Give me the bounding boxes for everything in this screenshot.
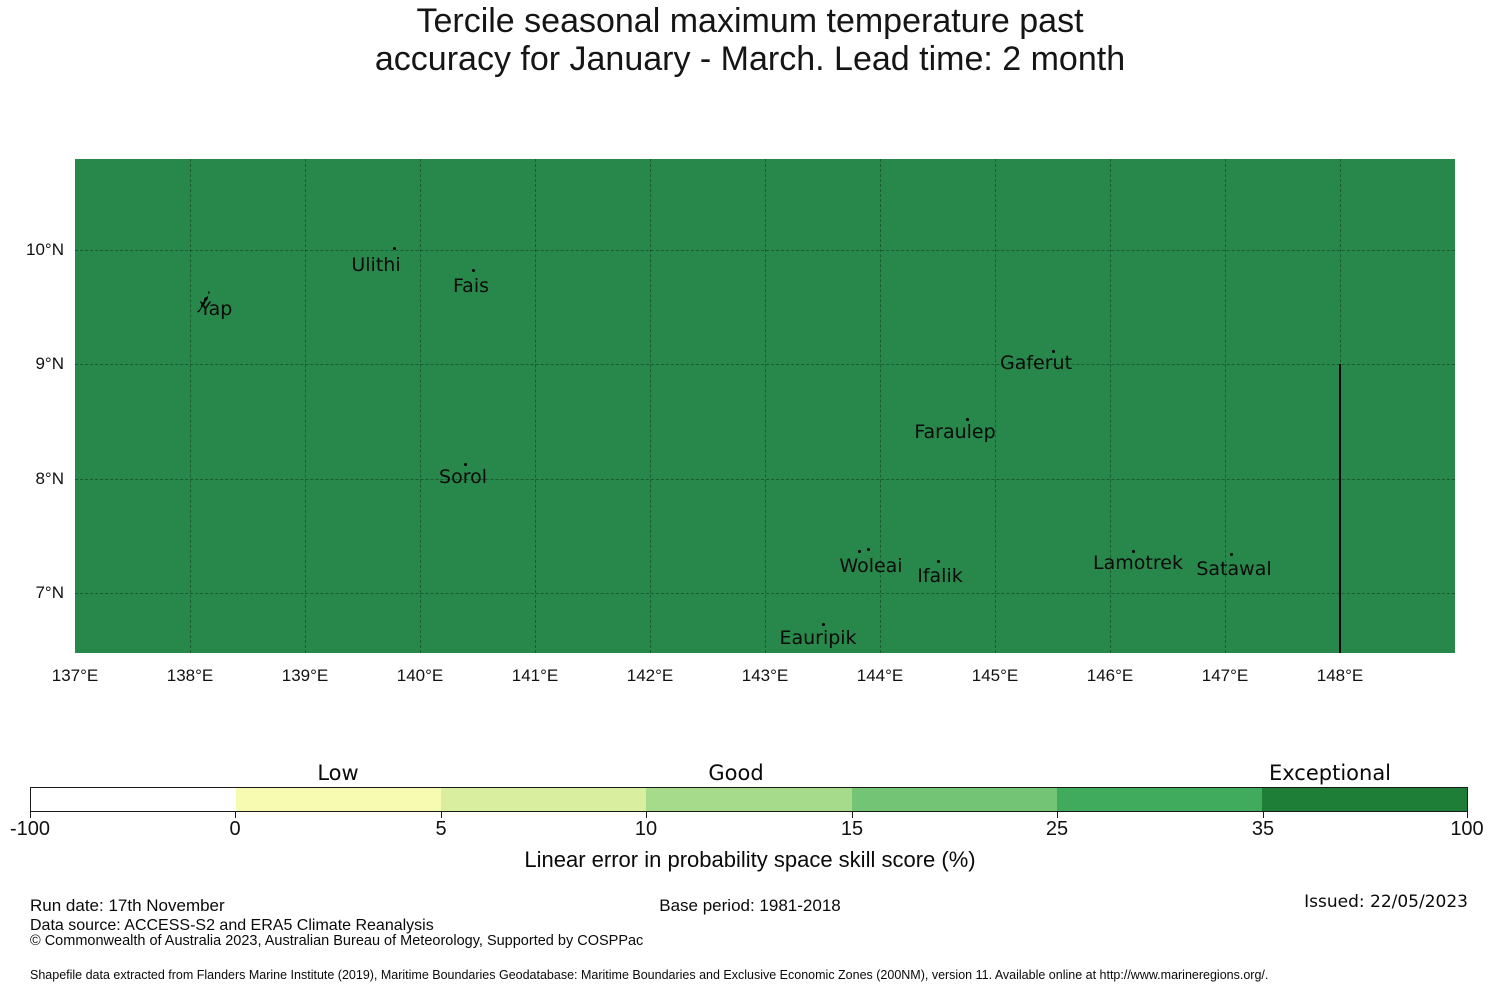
gridline-8n (75, 479, 1455, 480)
x-tick-148e: 148°E (1316, 666, 1364, 685)
colorbar-tick-100: 100 (1450, 818, 1484, 840)
gridline-146e (1110, 159, 1111, 653)
gridline-147e (1225, 159, 1226, 653)
island-label-satawal: Satawal (1196, 558, 1272, 580)
gridline-9n (75, 364, 1455, 365)
gridline-10n (75, 250, 1455, 251)
gridline-141e (535, 159, 536, 653)
colorbar-segment-5 (851, 788, 1057, 811)
lamotrek-marker (1132, 550, 1135, 553)
colorbar-tick--100: -100 (9, 818, 51, 840)
colorbar-segment-2 (236, 788, 442, 811)
issued-date-text: Issued: 22/05/2023 (1304, 892, 1468, 912)
gridline-142e (650, 159, 651, 653)
colorbar-tickmark (646, 812, 647, 818)
page-title: Tercile seasonal maximum temperature pas… (0, 2, 1500, 78)
fais-marker (472, 269, 475, 272)
gridline-139e (305, 159, 306, 653)
island-label-faraulep: Faraulep (914, 421, 996, 443)
y-tick-7n: 7°N (35, 583, 64, 602)
colorbar-tickmark (1263, 812, 1264, 818)
colorbar-tickmark (1467, 812, 1468, 818)
colorbar-segment-1 (31, 788, 237, 811)
x-tick-141e: 141°E (511, 666, 559, 685)
shapefile-attribution-text: Shapefile data extracted from Flanders M… (30, 968, 1269, 982)
gridline-7n (75, 593, 1455, 594)
colorbar-caption: Linear error in probability space skill … (524, 847, 976, 872)
island-label-ifalik: Ifalik (917, 565, 963, 587)
colorbar-tick-15: 15 (840, 818, 864, 840)
colorbar-label-exceptional: Exceptional (1268, 761, 1392, 785)
colorbar-segment-3 (441, 788, 647, 811)
x-tick-140e: 140°E (396, 666, 444, 685)
y-tick-8n: 8°N (35, 469, 64, 488)
woleai-marker-2 (867, 548, 870, 551)
colorbar-tickmark (30, 812, 31, 818)
gridline-140e (420, 159, 421, 653)
colorbar (30, 787, 1468, 812)
eauripik-marker (822, 623, 825, 626)
colorbar-segment-7 (1261, 788, 1467, 811)
y-tick-10n: 10°N (26, 240, 64, 259)
colorbar-label-good: Good (708, 761, 764, 785)
x-tick-138e: 138°E (166, 666, 214, 685)
title-line-1: Tercile seasonal maximum temperature pas… (416, 2, 1084, 40)
island-label-ulithi: Ulithi (351, 254, 401, 276)
gaferut-marker (1052, 350, 1055, 353)
ifalik-marker (937, 560, 940, 563)
x-tick-142e: 142°E (626, 666, 674, 685)
x-tick-145e: 145°E (971, 666, 1019, 685)
x-tick-147e: 147°E (1201, 666, 1249, 685)
colorbar-label-low: Low (317, 761, 359, 785)
x-tick-144e: 144°E (856, 666, 904, 685)
title-line-2: accuracy for January - March. Lead time:… (374, 40, 1126, 78)
island-label-sorol: Sorol (439, 466, 487, 488)
colorbar-tick-35: 35 (1251, 818, 1275, 840)
satawal-marker (1230, 553, 1233, 556)
y-tick-9n: 9°N (35, 354, 64, 373)
colorbar-tick-0: 0 (229, 818, 241, 840)
x-tick-146e: 146°E (1086, 666, 1134, 685)
map-canvas: Yap Ulithi Fais Sorol Gaferut Faraulep W… (75, 159, 1455, 653)
gridline-138e (190, 159, 191, 653)
sorol-marker (464, 463, 467, 466)
x-tick-139e: 139°E (281, 666, 329, 685)
colorbar-tick-25: 25 (1045, 818, 1069, 840)
island-label-fais: Fais (452, 275, 490, 297)
x-tick-137e: 137°E (51, 666, 99, 685)
colorbar-tickmark (235, 812, 236, 818)
colorbar-tickmark (1057, 812, 1058, 818)
faraulep-marker (966, 418, 969, 421)
island-label-woleai: Woleai (839, 555, 903, 577)
island-label-eauripik: Eauripik (779, 627, 857, 649)
island-label-lamotrek: Lamotrek (1093, 552, 1183, 574)
x-tick-143e: 143°E (741, 666, 789, 685)
colorbar-tick-5: 5 (435, 818, 447, 840)
island-label-yap: Yap (199, 298, 233, 320)
colorbar-tickmark (441, 812, 442, 818)
woleai-marker (858, 550, 861, 553)
ulithi-marker (393, 247, 396, 250)
colorbar-segment-6 (1056, 788, 1262, 811)
base-period-text: Base period: 1981-2018 (659, 896, 841, 915)
gridline-144e (880, 159, 881, 653)
copyright-text: © Commonwealth of Australia 2023, Austra… (30, 933, 644, 949)
gridline-143e (765, 159, 766, 653)
colorbar-tickmark (852, 812, 853, 818)
island-label-gaferut: Gaferut (999, 352, 1073, 374)
gridline-145e (995, 159, 996, 653)
yap-island-shape (197, 291, 210, 313)
maritime-boundary-line (1339, 364, 1341, 653)
colorbar-tick-10: 10 (634, 818, 658, 840)
data-source-text: Data source: ACCESS-S2 and ERA5 Climate … (30, 917, 434, 934)
colorbar-segment-4 (646, 788, 852, 811)
run-date-text: Run date: 17th November (30, 896, 225, 915)
